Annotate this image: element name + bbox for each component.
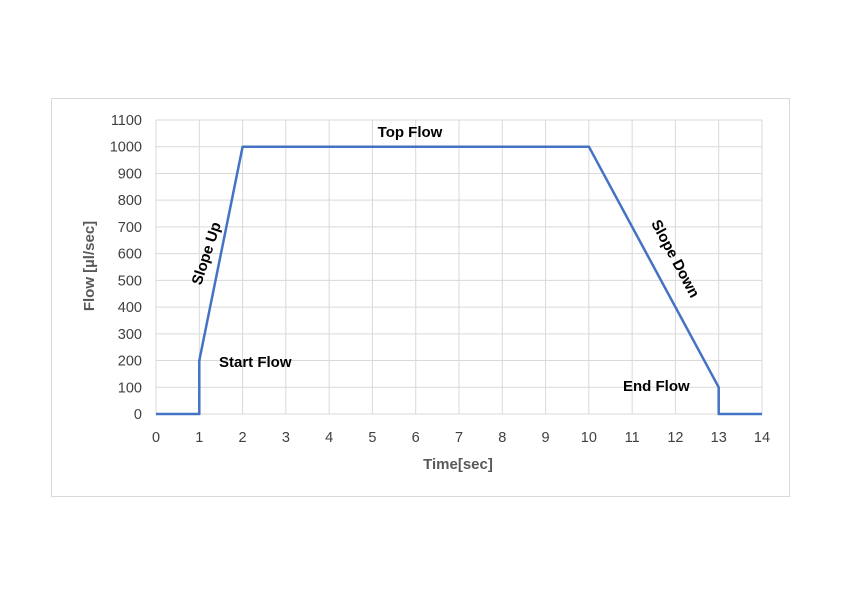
x-tick-label: 14 xyxy=(754,430,770,446)
y-tick-label: 1000 xyxy=(110,140,142,156)
y-tick-label: 300 xyxy=(118,327,142,343)
annotation-end-flow: End Flow xyxy=(623,378,690,395)
y-tick-label: 800 xyxy=(118,193,142,209)
y-tick-label: 1100 xyxy=(111,113,142,129)
x-tick-label: 12 xyxy=(667,430,683,446)
y-tick-label: 700 xyxy=(118,220,142,236)
x-tick-label: 8 xyxy=(498,430,506,446)
y-tick-label: 600 xyxy=(118,247,142,263)
x-tick-label: 2 xyxy=(239,430,247,446)
y-axis-title: Flow [µl/sec] xyxy=(81,221,98,311)
y-tick-label: 500 xyxy=(118,273,142,289)
series-layer xyxy=(156,145,762,416)
x-tick-label: 6 xyxy=(412,430,420,446)
x-tick-label: 1 xyxy=(195,430,203,446)
x-tick-label: 11 xyxy=(625,430,640,446)
x-tick-label: 3 xyxy=(282,430,290,446)
annotation-top-flow: Top Flow xyxy=(378,124,443,141)
y-tick-label: 100 xyxy=(118,380,142,396)
x-tick-label: 9 xyxy=(542,430,550,446)
y-tick-label: 400 xyxy=(118,300,142,316)
chart-frame: 0 100 200 300 400 500 600 700 800 900 1000 1100 0 1 2 3… xyxy=(51,98,790,497)
x-tick-label: 10 xyxy=(581,430,597,446)
y-tick-label: 900 xyxy=(118,166,142,182)
x-tick-label: 4 xyxy=(325,430,333,446)
x-axis-title: Time[sec] xyxy=(423,456,493,473)
y-tick-label: 0 xyxy=(134,407,142,423)
x-tick-label: 5 xyxy=(368,430,376,446)
x-tick-label: 0 xyxy=(152,430,160,446)
x-tick-label: 7 xyxy=(455,430,463,446)
x-tick-label: 13 xyxy=(711,430,727,446)
y-tick-label: 200 xyxy=(118,354,142,370)
series-line xyxy=(156,145,762,416)
annotation-start-flow: Start Flow xyxy=(219,354,292,371)
